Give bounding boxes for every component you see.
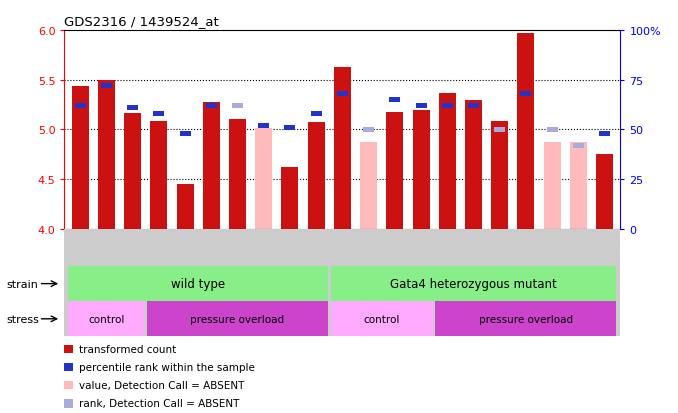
Bar	[98, 81, 115, 229]
Bar	[331, 301, 433, 337]
Bar	[468, 104, 479, 109]
Bar	[386, 112, 403, 229]
Text: percentile rank within the sample: percentile rank within the sample	[79, 362, 254, 372]
Bar	[465, 100, 482, 229]
Bar	[416, 104, 426, 109]
Bar	[334, 68, 351, 229]
Bar	[337, 92, 348, 97]
Bar	[570, 143, 587, 229]
Bar	[68, 301, 144, 337]
Bar	[412, 110, 430, 229]
Bar	[203, 102, 220, 229]
Bar	[544, 143, 561, 229]
Text: GDS2316 / 1439524_at: GDS2316 / 1439524_at	[64, 15, 219, 28]
Text: transformed count: transformed count	[79, 344, 176, 354]
Bar	[360, 143, 377, 229]
Bar	[573, 143, 584, 149]
Bar	[442, 104, 453, 109]
Bar	[68, 266, 328, 301]
Bar	[492, 122, 508, 229]
Bar	[308, 123, 325, 229]
Text: pressure overload: pressure overload	[479, 314, 573, 324]
Text: value, Detection Call = ABSENT: value, Detection Call = ABSENT	[79, 380, 244, 390]
Bar	[101, 84, 112, 89]
Bar	[311, 112, 321, 117]
Bar	[127, 106, 138, 111]
Bar	[596, 155, 613, 229]
Bar	[255, 129, 273, 229]
Bar	[229, 120, 246, 229]
Bar	[205, 104, 217, 109]
Bar	[147, 301, 328, 337]
Text: stress: stress	[7, 314, 39, 324]
Bar	[176, 185, 193, 229]
Text: control: control	[88, 314, 125, 324]
Bar	[517, 34, 534, 229]
Text: control: control	[363, 314, 400, 324]
Bar	[72, 86, 89, 229]
Bar	[331, 266, 616, 301]
Bar	[439, 93, 456, 229]
Bar	[285, 126, 296, 131]
Bar	[599, 131, 610, 137]
Bar	[232, 104, 243, 109]
Bar	[363, 127, 374, 133]
Text: pressure overload: pressure overload	[191, 314, 285, 324]
Bar	[389, 97, 400, 103]
Bar	[124, 113, 141, 229]
Bar	[180, 131, 191, 137]
Bar	[281, 168, 298, 229]
Bar	[153, 112, 164, 117]
Text: Gata4 heterozygous mutant: Gata4 heterozygous mutant	[390, 278, 557, 290]
Bar	[546, 127, 558, 133]
Text: wild type: wild type	[171, 278, 225, 290]
Text: strain: strain	[7, 279, 39, 289]
Bar	[435, 301, 616, 337]
Bar	[494, 127, 505, 133]
Bar	[521, 92, 532, 97]
Bar	[258, 123, 269, 129]
Bar	[151, 122, 167, 229]
Text: rank, Detection Call = ABSENT: rank, Detection Call = ABSENT	[79, 399, 239, 408]
Bar	[75, 104, 85, 109]
